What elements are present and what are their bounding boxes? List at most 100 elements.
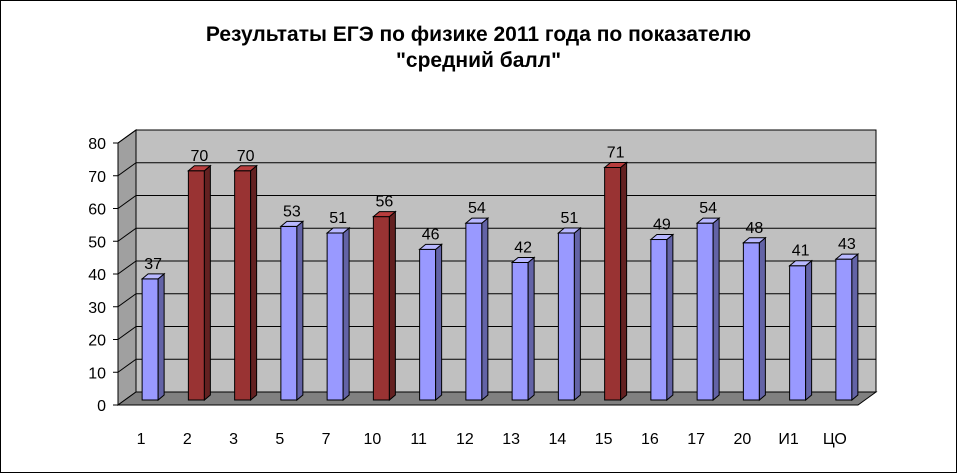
bar-top — [556, 227, 582, 234]
data-label: 42 — [514, 239, 532, 256]
data-label: 41 — [792, 243, 810, 260]
bar-side — [435, 243, 443, 402]
data-label: 56 — [375, 194, 393, 211]
data-label: 71 — [607, 144, 625, 161]
bar-side — [388, 210, 396, 402]
data-label: 49 — [653, 217, 671, 234]
chart-title-line-1: Результаты ЕГЭ по физике 2011 года по по… — [205, 23, 752, 46]
y-tick-label: 40 — [88, 267, 106, 284]
y-tick-label: 20 — [88, 333, 106, 350]
bar — [187, 170, 205, 401]
x-tick-label: 17 — [687, 431, 705, 448]
gridline-diagonal — [117, 162, 137, 177]
bar-side — [712, 217, 720, 402]
bar-top — [140, 273, 166, 280]
x-tick-label: 13 — [502, 431, 520, 448]
data-label: 46 — [422, 226, 440, 243]
bar-side — [758, 236, 766, 402]
bar — [141, 278, 159, 401]
bar-side — [250, 164, 258, 402]
y-tick-label: 60 — [88, 202, 106, 219]
bar — [511, 261, 529, 401]
x-tick-label: 15 — [595, 431, 613, 448]
gridline-diagonal — [117, 326, 137, 340]
bar — [557, 232, 575, 401]
bar — [326, 232, 344, 401]
chart-title: Результаты ЕГЭ по физике 2011 года по по… — [0, 22, 957, 74]
x-tick-label: 16 — [641, 431, 659, 448]
bar-side — [296, 220, 304, 402]
bar — [465, 222, 483, 401]
y-tick-label: 80 — [88, 136, 106, 153]
bar-side — [157, 272, 165, 402]
bar-side — [620, 161, 628, 402]
y-tick-label: 0 — [97, 398, 106, 415]
data-label: 54 — [699, 200, 717, 217]
bar-top — [741, 237, 767, 244]
bar-side — [342, 226, 350, 402]
data-label: 43 — [838, 236, 856, 253]
y-tick-label: 70 — [88, 169, 106, 186]
x-tick-label: И1 — [778, 431, 799, 448]
x-tick-label: 12 — [456, 431, 474, 448]
x-tick-label: ЦО — [823, 431, 847, 448]
gridline-diagonal — [117, 358, 137, 373]
bar — [604, 166, 622, 401]
data-label: 48 — [745, 220, 763, 237]
bar-top — [695, 217, 721, 224]
bar — [789, 265, 807, 401]
bar-top — [418, 243, 444, 250]
bar-top — [186, 165, 212, 172]
gridline-diagonal — [117, 195, 137, 209]
bar — [650, 239, 668, 401]
bar — [419, 248, 437, 401]
bar-side — [851, 253, 859, 402]
gridline-diagonal — [117, 260, 137, 275]
x-tick-label: 3 — [229, 431, 238, 448]
bar — [234, 170, 252, 401]
bar — [372, 216, 390, 401]
data-label: 70 — [237, 148, 255, 165]
x-tick-label: 2 — [183, 431, 192, 448]
x-tick-label: 5 — [275, 431, 284, 448]
x-tick-label: 7 — [322, 431, 331, 448]
gridline-diagonal — [117, 227, 137, 242]
data-label: 51 — [560, 210, 578, 227]
bar — [696, 222, 714, 401]
x-tick-label: 10 — [363, 431, 381, 448]
bar-top — [834, 253, 860, 260]
bar-side — [481, 217, 489, 402]
y-tick-label: 50 — [88, 234, 106, 251]
bar-top — [325, 227, 351, 234]
bar-side — [203, 164, 211, 402]
data-label: 51 — [329, 210, 347, 227]
bar-top — [464, 217, 490, 224]
bar-top — [788, 260, 814, 267]
bar-top — [510, 256, 536, 263]
data-label: 54 — [468, 200, 486, 217]
chart-title-line-2: "средний балл" — [395, 49, 562, 72]
x-tick-label: 14 — [548, 431, 566, 448]
data-label: 70 — [190, 148, 208, 165]
bar-top — [233, 165, 259, 172]
x-tick-label: 1 — [137, 431, 146, 448]
bar-side — [805, 259, 813, 402]
gridline-diagonal — [117, 129, 137, 144]
x-tick-label: 11 — [410, 431, 427, 448]
x-tick-label: 20 — [733, 431, 751, 448]
bar-top — [603, 161, 629, 168]
y-tick-label: 30 — [88, 300, 106, 317]
data-label: 37 — [144, 256, 162, 273]
bar-side — [527, 256, 535, 402]
gridline-diagonal — [117, 293, 137, 308]
bar-side — [666, 233, 674, 402]
y-tick-label: 10 — [88, 365, 106, 382]
data-label: 53 — [283, 203, 301, 220]
bar-top — [279, 220, 305, 227]
bar-top — [371, 211, 397, 218]
bar — [280, 225, 298, 401]
bar-side — [573, 226, 581, 402]
bar — [835, 258, 853, 401]
bar — [742, 242, 760, 401]
